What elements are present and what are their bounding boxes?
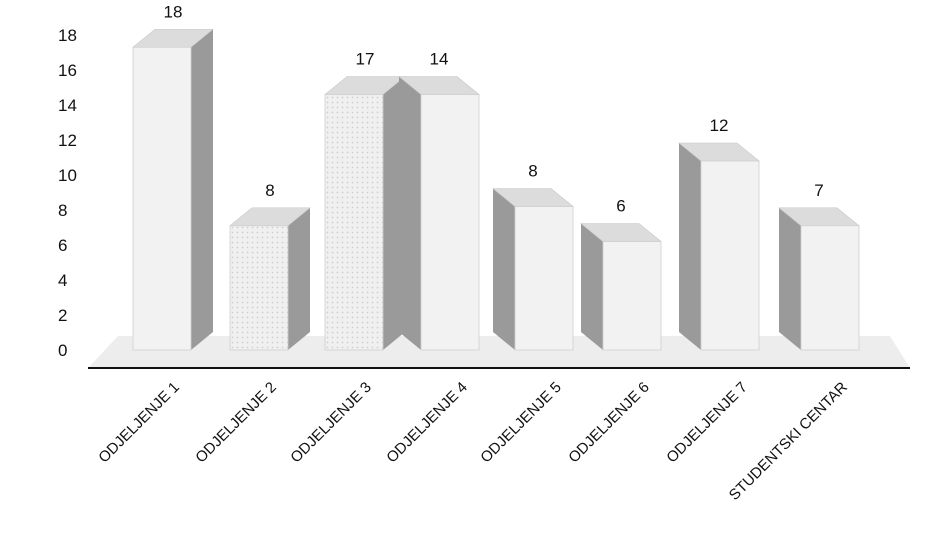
y-tick-label: 8	[58, 201, 67, 220]
bar: 17	[324, 50, 406, 351]
bar-front	[229, 225, 289, 351]
category-label: ODJELJENJE 1	[95, 379, 182, 466]
bar-front	[602, 241, 662, 351]
bar-front	[324, 94, 384, 351]
category-label: ODJELJENJE 2	[192, 379, 279, 466]
category-label: STUDENTSKI CENTAR	[726, 379, 851, 504]
bar-front	[800, 225, 860, 351]
y-tick-label: 6	[58, 236, 67, 255]
bar-front	[132, 46, 192, 351]
category-label: ODJELJENJE 3	[287, 379, 374, 466]
data-label: 6	[616, 197, 625, 216]
bar: 12	[678, 116, 760, 351]
bar-side	[191, 29, 213, 350]
bar: 7	[778, 181, 860, 351]
data-label: 12	[710, 116, 729, 135]
y-tick-label: 0	[58, 341, 67, 360]
bar-side	[493, 188, 515, 350]
y-tick-label: 12	[58, 131, 77, 150]
bar-front	[514, 206, 574, 351]
y-tick-label: 16	[58, 61, 77, 80]
bar: 18	[132, 2, 214, 351]
data-label: 8	[265, 181, 274, 200]
data-label: 14	[430, 50, 449, 69]
category-label: ODJELJENJE 5	[477, 379, 564, 466]
y-tick-label: 14	[58, 96, 77, 115]
category-label: ODJELJENJE 7	[663, 379, 750, 466]
data-label: 17	[356, 50, 375, 69]
bar-side	[679, 143, 701, 350]
data-label: 18	[164, 2, 183, 21]
bar: 6	[580, 197, 662, 351]
category-label: ODJELJENJE 6	[565, 379, 652, 466]
bar-side	[779, 207, 801, 350]
data-label: 7	[814, 181, 823, 200]
bar-side	[399, 76, 421, 350]
data-label: 8	[528, 162, 537, 181]
y-tick-label: 18	[58, 26, 77, 45]
bar: 8	[229, 181, 311, 351]
y-tick-label: 2	[58, 306, 67, 325]
chart-floor	[88, 336, 910, 368]
bar: 14	[398, 50, 480, 351]
bar: 8	[492, 162, 574, 351]
bar-front	[420, 94, 480, 351]
y-tick-label: 4	[58, 271, 67, 290]
bar-front	[700, 160, 760, 351]
category-label: ODJELJENJE 4	[383, 379, 470, 466]
bar-side	[581, 223, 603, 350]
y-tick-label: 10	[58, 166, 77, 185]
bar-side	[288, 207, 310, 350]
